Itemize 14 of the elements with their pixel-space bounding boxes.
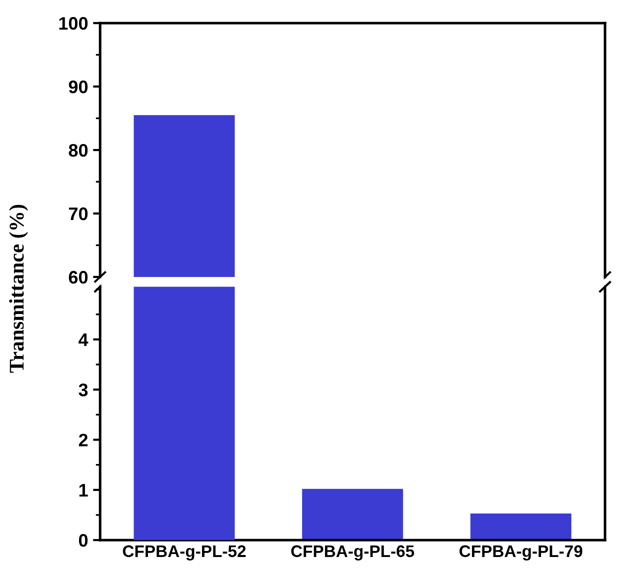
y-axis-title: Transmittance (%) — [9, 204, 28, 373]
y-tick-label: 60 — [68, 270, 88, 284]
y-tick-label: 90 — [68, 80, 88, 94]
y-tick-label: 100 — [59, 17, 88, 30]
y-tick-label: 3 — [78, 384, 88, 396]
x-tick-label: CFPBA-g-PL-52 — [122, 545, 246, 560]
y-tick-label: 1 — [79, 484, 88, 496]
y-tick-label: 0 — [78, 534, 88, 547]
x-tick-label: CFPBA-g-PL-79 — [460, 545, 582, 560]
x-tick-label: CFPBA-g-PL-65 — [291, 545, 414, 560]
y-tick-label: 70 — [69, 207, 88, 220]
y-tick-label: 80 — [68, 144, 88, 157]
y-tick-label: 4 — [78, 334, 88, 346]
y-tick-label: 2 — [78, 434, 88, 446]
